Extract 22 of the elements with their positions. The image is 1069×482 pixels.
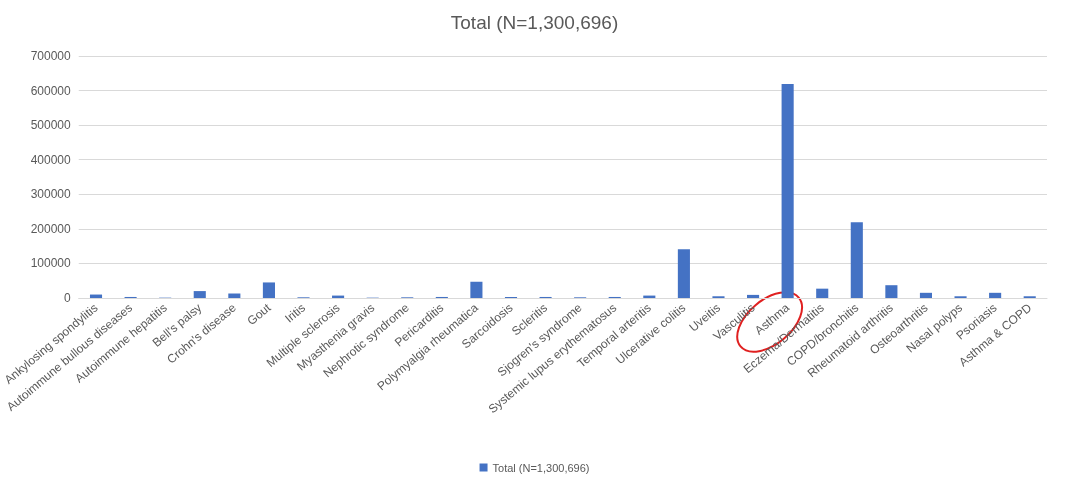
bar [816,288,829,298]
y-tick-label: 0 [64,291,72,305]
chart-title: Total (N=1,300,696) [450,12,619,33]
legend-label: Total (N=1,300,696) [492,461,590,474]
bar [989,292,1002,298]
y-tick-label: 600000 [30,83,72,98]
bar [677,249,690,298]
y-tick-label: 500000 [30,118,72,133]
y-tick-label: 200000 [30,221,72,236]
bar [885,285,898,298]
bar [850,222,863,298]
y-tick-label: 400000 [30,152,72,167]
bar [262,282,275,298]
x-tick-label: Gout [244,300,274,329]
bar [193,291,206,298]
bar [747,294,760,298]
bar [470,281,483,298]
bar [919,292,933,298]
y-tick-label: 100000 [30,256,72,271]
y-tick-label: 300000 [30,187,72,202]
bar [781,84,794,298]
y-tick-label: 700000 [30,49,72,63]
